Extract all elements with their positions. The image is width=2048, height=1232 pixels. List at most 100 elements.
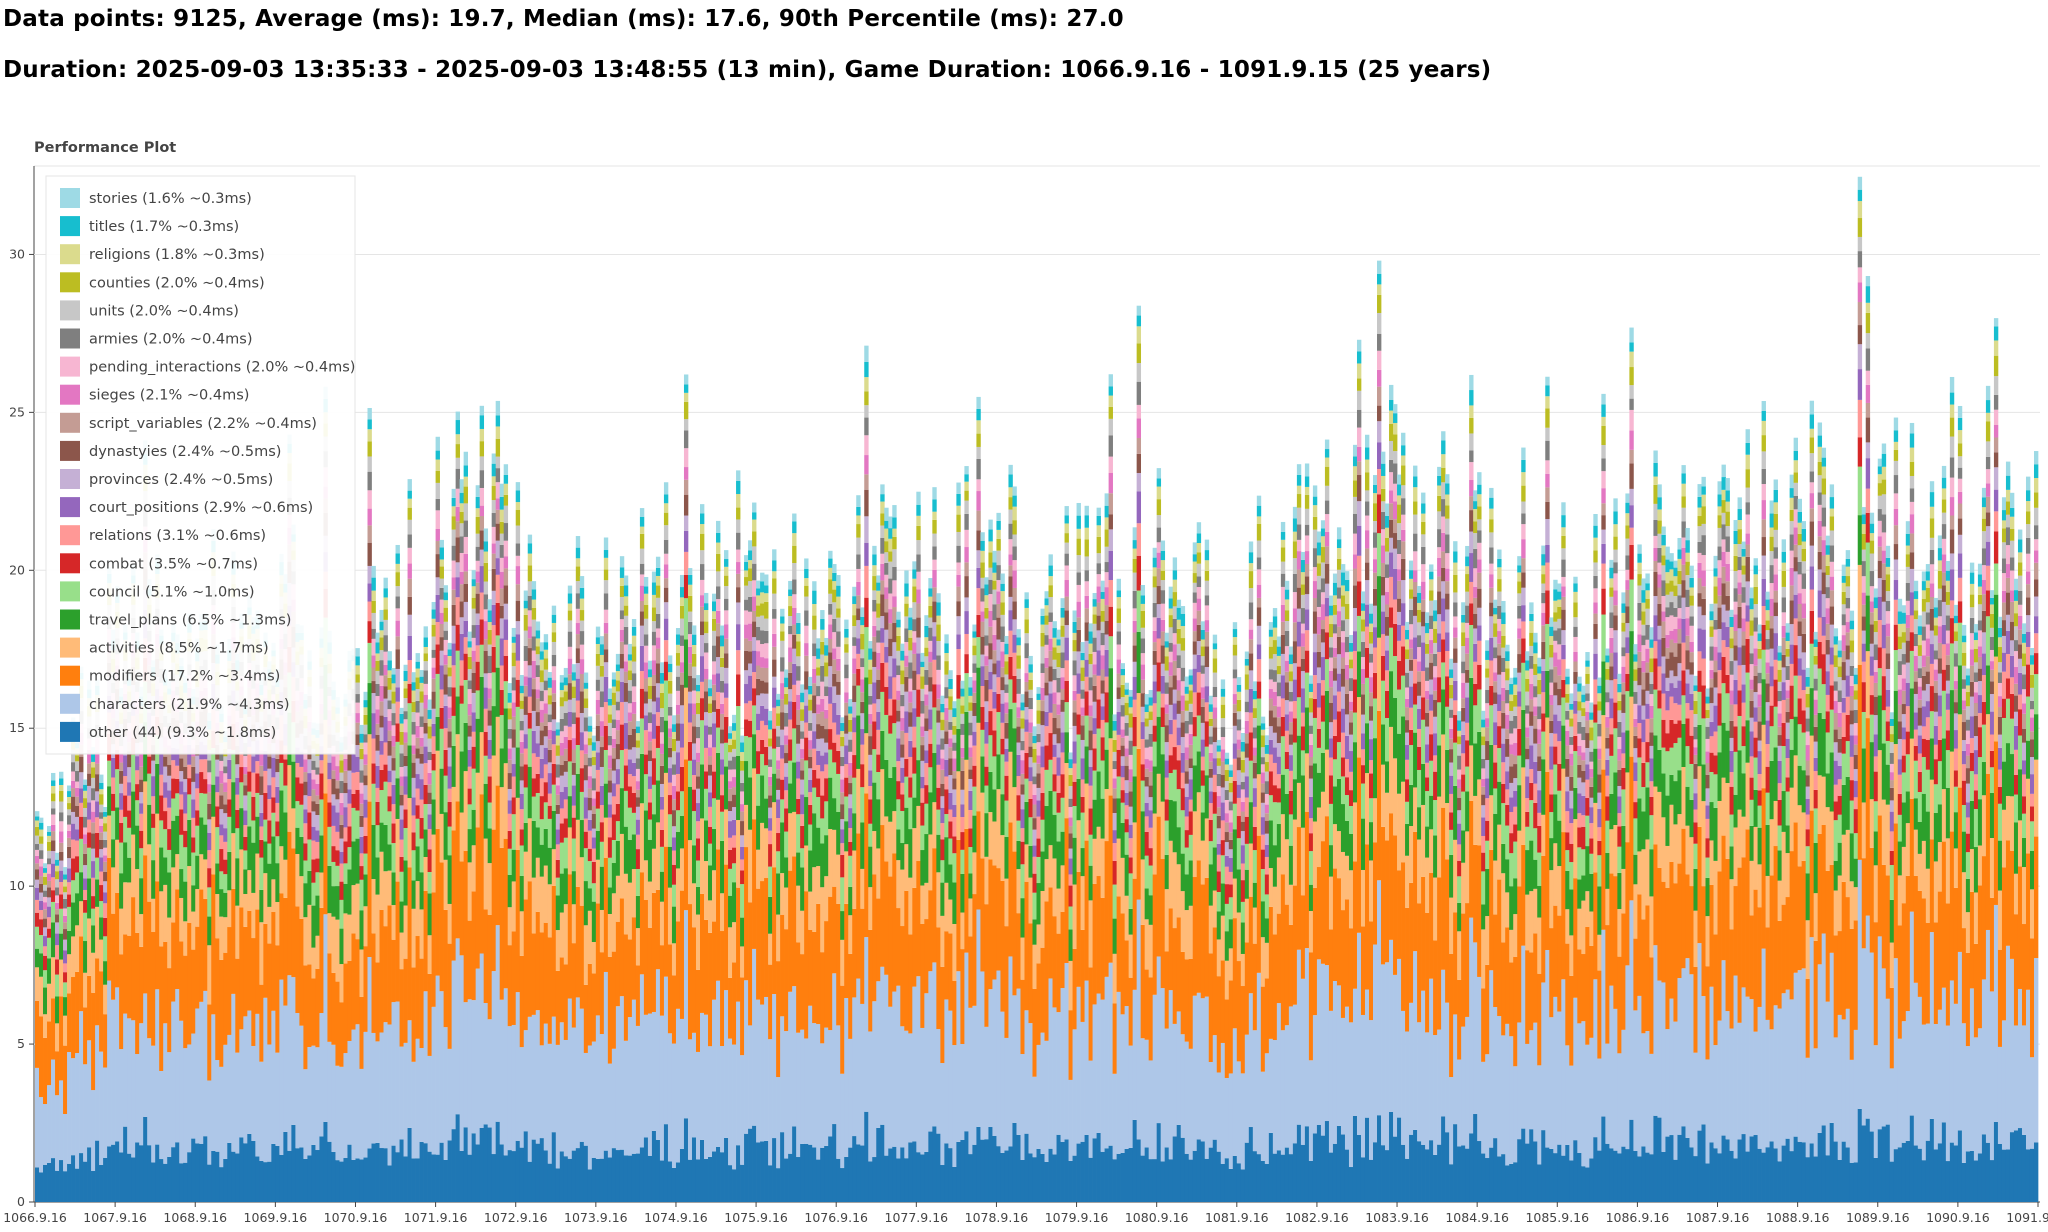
bar-segment-19 (784, 669, 789, 678)
bar-segment-15 (671, 751, 677, 765)
bar-segment-19 (824, 637, 829, 646)
bar-segment-8 (756, 713, 761, 731)
bar-segment-6 (880, 662, 885, 692)
bar-segment-2 (315, 968, 320, 1048)
bar-segment-4 (900, 843, 905, 870)
bar-segment-6 (828, 729, 833, 750)
bar-segment-8 (559, 792, 565, 809)
bar-segment-2 (659, 945, 665, 1016)
bar-segment-7 (956, 649, 961, 676)
bar-segment-3 (215, 894, 220, 939)
bar-segment-0 (371, 1143, 376, 1202)
bar-segment-11 (928, 662, 933, 678)
bar-segment-2 (728, 977, 733, 1039)
bar-segment-11 (55, 909, 60, 915)
bar-segment-5 (575, 745, 581, 774)
bar-segment-11 (495, 509, 501, 524)
bar-segment-3 (844, 851, 849, 904)
bar-segment-5 (87, 847, 92, 879)
bar-segment-11 (728, 788, 733, 802)
bar-segment-5 (367, 642, 372, 684)
bar-stack (796, 613, 801, 1202)
stacked-bars[interactable] (35, 176, 2039, 1202)
bar-segment-1 (860, 1003, 865, 1146)
bar-segment-18 (483, 541, 489, 552)
bar-segment-7 (427, 829, 432, 850)
bar-segment-3 (507, 907, 513, 946)
bar-segment-19 (455, 411, 460, 421)
bar-segment-1 (700, 1012, 705, 1140)
bar-segment-0 (840, 1168, 845, 1202)
bar-segment-6 (463, 653, 468, 681)
bar-segment-1 (527, 1016, 533, 1162)
bar-segment-11 (463, 571, 468, 584)
bar-segment-4 (219, 889, 224, 917)
bar-segment-18 (543, 642, 549, 650)
bar-segment-12 (423, 694, 428, 709)
bar-segment-15 (511, 666, 517, 678)
bar-segment-9 (848, 794, 853, 809)
bar-segment-11 (932, 587, 937, 602)
bar-stack (948, 670, 953, 1202)
bar-segment-7 (764, 725, 769, 747)
bar-segment-19 (968, 677, 973, 688)
bar-segment-2 (159, 946, 164, 1071)
bar-segment-4 (611, 863, 617, 894)
bar-segment-1 (615, 1006, 621, 1151)
bar-segment-8 (299, 751, 304, 767)
bar-segment-4 (824, 835, 829, 877)
bar-segment-4 (243, 869, 248, 894)
bar-segment-16 (860, 634, 865, 650)
bar-segment-13 (83, 827, 88, 835)
bar-segment-1 (491, 971, 497, 1155)
bar-segment-13 (876, 642, 881, 653)
bar-segment-18 (635, 726, 641, 734)
bar-segment-12 (924, 694, 929, 706)
bar-segment-8 (675, 752, 681, 774)
bar-segment-1 (343, 1053, 348, 1159)
bar-segment-3 (427, 935, 432, 974)
bar-segment-6 (940, 839, 945, 861)
bar-segment-16 (764, 601, 769, 619)
bar-segment-2 (143, 855, 148, 994)
bar-stack (732, 714, 737, 1202)
bar-segment-13 (535, 677, 541, 690)
bar-stack (67, 785, 72, 1202)
bar-segment-0 (475, 1144, 481, 1202)
bar-segment-0 (395, 1152, 400, 1202)
bar-segment-14 (796, 666, 801, 681)
bar-segment-11 (459, 584, 464, 602)
bar-segment-19 (828, 550, 833, 559)
bar-segment-2 (784, 929, 789, 1032)
bar-segment-7 (335, 831, 340, 851)
bar-segment-3 (303, 917, 308, 966)
bar-stack (663, 482, 669, 1202)
bar-segment-15 (475, 533, 481, 547)
bar-segment-7 (195, 788, 200, 811)
bar-segment-10 (655, 663, 661, 684)
bar-segment-6 (752, 688, 757, 706)
bar-segment-5 (752, 705, 757, 735)
bar-segment-4 (683, 639, 689, 688)
bar-segment-5 (43, 970, 48, 988)
bar-segment-16 (567, 610, 573, 621)
bar-segment-0 (271, 1143, 276, 1202)
bar-stack (952, 701, 957, 1202)
bar-segment-15 (864, 405, 869, 418)
bar-segment-10 (840, 804, 845, 820)
bar-segment-18 (383, 588, 388, 598)
bar-segment-12 (339, 802, 344, 816)
bar-segment-1 (191, 1033, 196, 1139)
bar-segment-7 (383, 742, 388, 765)
bar-segment-14 (567, 631, 573, 647)
bar-segment-12 (435, 529, 440, 542)
bar-segment-15 (83, 807, 88, 817)
bar-segment-18 (671, 724, 677, 732)
bar-segment-0 (283, 1131, 288, 1202)
bar-segment-15 (812, 629, 817, 644)
bar-segment-4 (47, 958, 52, 984)
bar-segment-5 (792, 728, 797, 763)
bar-segment-10 (627, 734, 633, 750)
bar-segment-6 (435, 644, 440, 674)
